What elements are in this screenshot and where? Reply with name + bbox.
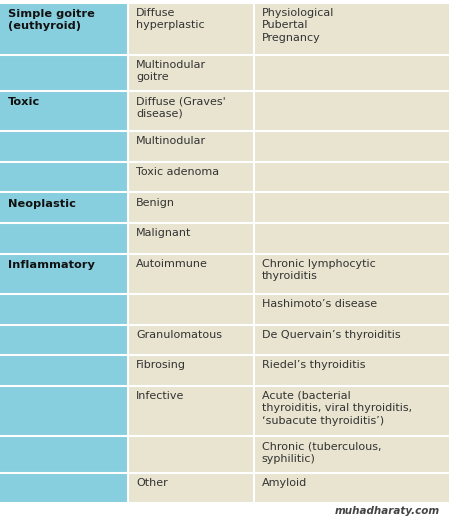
Bar — [128, 162, 254, 193]
Text: Autoimmune: Autoimmune — [136, 259, 208, 269]
Bar — [254, 355, 449, 386]
Bar — [128, 473, 254, 503]
Bar — [128, 355, 254, 386]
Text: Infective: Infective — [136, 391, 185, 401]
Bar — [0, 193, 128, 223]
Text: Chronic lymphocytic
thyroiditis: Chronic lymphocytic thyroiditis — [262, 259, 375, 281]
Text: Other: Other — [136, 478, 168, 488]
Bar — [128, 131, 254, 162]
Text: De Quervain’s thyroiditis: De Quervain’s thyroiditis — [262, 330, 401, 340]
Bar — [254, 3, 449, 54]
Bar — [128, 3, 254, 54]
Bar — [254, 294, 449, 324]
Text: muhadharaty.com: muhadharaty.com — [335, 507, 440, 516]
Bar — [254, 254, 449, 294]
Bar — [128, 386, 254, 436]
Text: Neoplastic: Neoplastic — [8, 199, 76, 209]
Bar — [0, 386, 128, 436]
Text: Simple goitre
(euthyroid): Simple goitre (euthyroid) — [8, 9, 95, 31]
Bar — [0, 223, 128, 254]
Bar — [254, 91, 449, 131]
Bar — [0, 294, 128, 324]
Bar — [0, 355, 128, 386]
Bar — [128, 223, 254, 254]
Bar — [254, 436, 449, 473]
Bar — [128, 91, 254, 131]
Bar — [0, 54, 128, 91]
Text: Physiological
Pubertal
Pregnancy: Physiological Pubertal Pregnancy — [262, 8, 334, 43]
Text: Chronic (tuberculous,
syphilitic): Chronic (tuberculous, syphilitic) — [262, 442, 381, 464]
Text: Toxic adenoma: Toxic adenoma — [136, 167, 219, 177]
Text: Riedel’s thyroiditis: Riedel’s thyroiditis — [262, 360, 365, 371]
Bar — [128, 193, 254, 223]
Text: Multinodular: Multinodular — [136, 136, 206, 146]
Bar — [128, 436, 254, 473]
Text: Acute (bacterial
thyroiditis, viral thyroiditis,
‘subacute thyroiditis’): Acute (bacterial thyroiditis, viral thyr… — [262, 391, 412, 426]
Text: Benign: Benign — [136, 198, 175, 208]
Bar — [254, 162, 449, 193]
Text: Hashimoto’s disease: Hashimoto’s disease — [262, 299, 377, 309]
Bar — [0, 436, 128, 473]
Text: Amyloid: Amyloid — [262, 478, 307, 488]
Text: Diffuse (Graves'
disease): Diffuse (Graves' disease) — [136, 96, 226, 118]
Text: Malignant: Malignant — [136, 228, 191, 238]
Bar — [254, 193, 449, 223]
Text: Fibrosing: Fibrosing — [136, 360, 186, 371]
Bar — [254, 54, 449, 91]
Bar — [254, 223, 449, 254]
Bar — [0, 324, 128, 355]
Bar — [128, 294, 254, 324]
Bar — [0, 131, 128, 162]
Bar — [254, 324, 449, 355]
Text: Toxic: Toxic — [8, 97, 40, 107]
Text: Inflammatory: Inflammatory — [8, 260, 95, 270]
Bar — [254, 473, 449, 503]
Text: Multinodular
goitre: Multinodular goitre — [136, 60, 206, 82]
Bar — [0, 91, 128, 131]
Bar — [128, 54, 254, 91]
Bar — [254, 386, 449, 436]
Text: Diffuse
hyperplastic: Diffuse hyperplastic — [136, 8, 205, 30]
Bar — [254, 131, 449, 162]
Bar — [0, 254, 128, 294]
Bar — [0, 3, 128, 54]
Bar — [128, 324, 254, 355]
Bar — [0, 473, 128, 503]
Bar — [0, 162, 128, 193]
Text: Granulomatous: Granulomatous — [136, 330, 222, 340]
Bar — [128, 254, 254, 294]
